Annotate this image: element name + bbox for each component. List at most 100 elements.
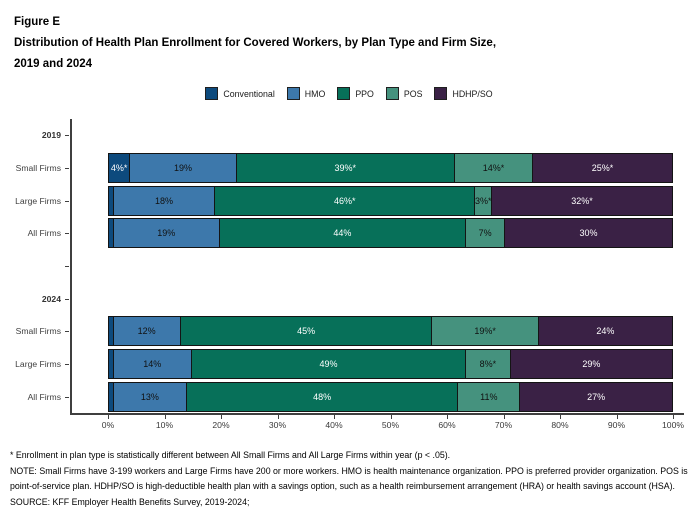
bar-segment-conventional [108,349,114,380]
figure-label: Figure E [14,16,61,28]
x-tick-label: 40% [325,420,343,431]
y-axis-line [70,119,72,413]
bar-segment-ppo: 48% [187,381,459,412]
bar-value-label: 25%* [591,163,614,174]
bar-value-label: 44% [333,228,352,239]
group-row-2024: 2024 [8,282,684,315]
bar-segment-hmo: 19% [130,153,237,184]
y-tick-mark [65,200,69,202]
bar-segment-hmo: 18% [113,185,216,216]
bar-value-label: 12% [137,326,156,337]
x-tick-label: 0% [101,420,115,431]
legend-item-hmo: HMO [286,87,326,100]
y-tick-mark [65,135,69,137]
x-tick-mark [334,415,335,420]
stacked-bar-chart: 2019 Small Firms 4%* 19% 39%* 14%* 25%* Large F… [8,119,684,433]
bar-value-label: 4%* [110,163,128,174]
x-tick-label: 90% [607,420,626,431]
bar-segment-hdhp-so: 24% [538,316,673,347]
chart-title-line1: Distribution of Health Plan Enrollment f… [14,37,497,49]
note: NOTE: Small Firms have 3-199 workers and… [10,465,688,492]
bar-value-label: 24% [596,326,615,337]
category-label: All Firms [8,392,70,402]
x-tick-mark [503,415,505,420]
legend-item-label: HDHP/SO [452,88,493,99]
bar-value-label: 48% [313,391,332,402]
bar-segment-hdhp-so: 30% [505,218,673,249]
x-tick-mark [673,415,674,420]
bar-segment-hmo: 12% [113,316,181,347]
bar-segment-hdhp-so: 25%* [533,153,673,184]
bar-row-2024-large-firms: Large Firms 14% 49% 8%* 29% [8,348,684,381]
bar-value-label: 32%* [571,195,593,206]
bar-segment-hdhp-so: 32%* [492,185,673,216]
bar-segment-hdhp-so: 29% [510,349,673,380]
bar-segment-pos: 19%* [432,316,539,347]
bar-segment-pos: 3%* [474,185,493,216]
y-tick-mark [65,298,69,300]
y-tick-mark [65,331,69,333]
bar-value-label: 7% [478,228,492,239]
bar-row-2024-small-firms: Small Firms 12% 45% 19%* 24% [8,315,684,348]
chart-title-line2: 2019 and 2024 [14,58,93,70]
group-label: 2019 [8,130,70,140]
category-label: Large Firms [8,196,70,206]
bar-segment-conventional [108,185,114,216]
legend-item-pos: POS [385,87,423,100]
bar-segment-ppo: 39%* [236,153,455,184]
bar-track: 18% 46%* 3%* 32%* [108,185,673,216]
bar-segment-hmo: 19% [113,218,220,249]
bar-segment-hmo: 13% [113,381,188,412]
x-tick-mark [108,415,109,420]
x-tick-label: 100% [662,420,684,431]
bar-segment-conventional: 4%* [108,153,131,184]
bar-track: 14% 49% 8%* 29% [108,349,673,380]
plot-rows: 2019 Small Firms 4%* 19% 39%* 14%* 25%* Large F… [8,119,684,413]
x-axis: 0% 10% 20% 30% 40% 50% 60% 70% 80% 90% 100% [102,413,684,433]
x-tick-label: 30% [268,420,287,431]
y-tick-mark [65,266,69,268]
group-row-2019: 2019 [8,119,684,152]
x-tick-mark [616,415,618,420]
bar-value-label: 30% [579,228,598,239]
bar-segment-ppo: 45% [180,316,433,347]
legend-swatch-icon [286,87,300,100]
x-tick-mark [164,415,166,420]
legend-item-label: HMO [304,88,326,99]
bar-value-label: 19% [174,163,193,174]
bar-value-label: 45% [297,326,316,337]
bar-segment-conventional [108,218,114,249]
bar-row-2019-large-firms: Large Firms 18% 46%* 3%* 32%* [8,184,684,217]
x-tick-label: 60% [438,420,456,431]
spacer-row [8,250,684,283]
bar-value-label: 3%* [474,195,492,206]
x-axis-line [70,413,684,415]
x-tick-mark [560,415,561,420]
bar-value-label: 39%* [334,163,356,174]
bar-segment-ppo: 49% [191,349,466,380]
legend-item-label: POS [403,88,423,99]
bar-row-2024-all-firms: All Firms 13% 48% 11% 27% [8,381,684,414]
bar-track: 19% 44% 7% 30% [108,218,673,249]
x-tick-label: 20% [212,420,230,431]
bar-value-label: 46%* [334,195,356,206]
x-tick-label: 70% [494,420,513,431]
bar-segment-hdhp-so: 27% [520,381,673,412]
legend-item-label: PPO [355,88,374,99]
x-tick-label: 10% [155,420,174,431]
category-label: Small Firms [8,326,70,336]
bar-segment-pos: 11% [458,381,521,412]
x-tick-mark [277,415,279,420]
bar-segment-pos: 8%* [466,349,511,380]
legend-swatch-icon [205,87,219,100]
bar-value-label: 27% [587,391,606,402]
bar-segment-conventional [108,381,114,412]
legend-item-conventional: Conventional [205,87,275,100]
bar-segment-ppo: 44% [219,218,466,249]
bar-segment-conventional [108,316,114,347]
footnotes: * Enrollment in plan type is statistical… [10,448,690,510]
category-label: Large Firms [8,359,70,369]
bar-value-label: 19% [157,228,176,239]
group-label: 2024 [8,294,70,304]
x-tick-mark [221,415,222,420]
